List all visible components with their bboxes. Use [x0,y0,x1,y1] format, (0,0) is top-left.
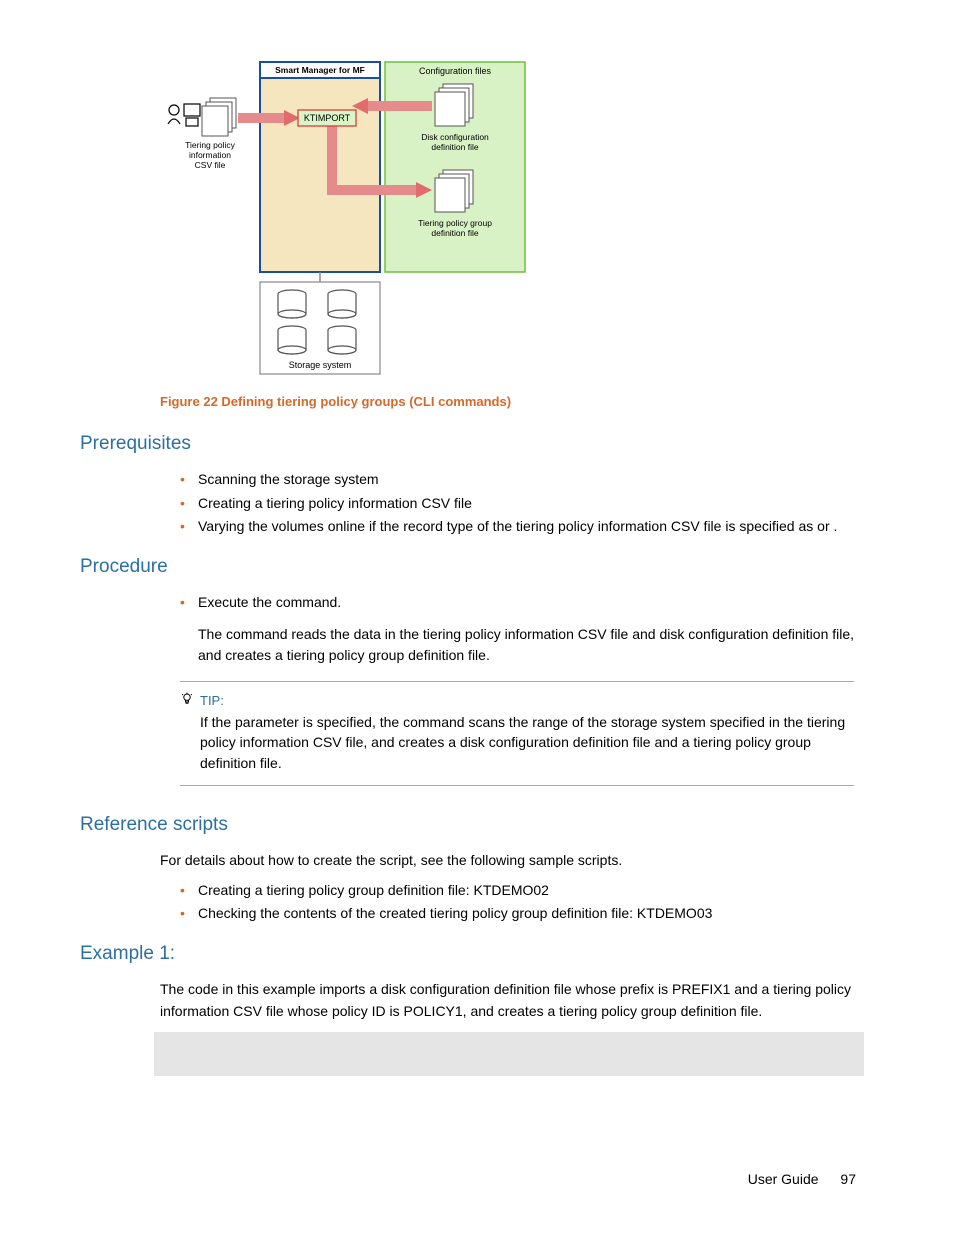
lightbulb-icon [180,692,194,708]
footer-label: User Guide [748,1171,819,1187]
svg-text:Smart Manager for MF: Smart Manager for MF [275,65,365,75]
diagram-figure: Smart Manager for MF Configuration files… [160,50,864,380]
heading-example1: Example 1: [80,943,864,965]
reference-list: Creating a tiering policy group definiti… [180,880,864,925]
figure-text: Defining tiering policy groups (CLI comm… [221,394,511,409]
tip-text: If the parameter is specified, the comma… [200,712,854,773]
heading-prerequisites: Prerequisites [80,433,864,455]
figure-caption: Figure 22 Defining tiering policy groups… [160,394,864,409]
figure-prefix: Figure 22 [160,394,218,409]
prereq-item: Creating a tiering policy information CS… [180,493,864,515]
example1-text: The code in this example imports a disk … [160,979,864,1022]
footer-page-number: 97 [840,1171,856,1187]
svg-text:KTIMPORT: KTIMPORT [304,113,351,123]
list-item-text: Execute the command. [198,594,341,610]
heading-procedure: Procedure [80,556,864,578]
page-footer: User Guide 97 [748,1171,856,1187]
list-item-text: Creating a tiering policy information CS… [198,495,472,511]
procedure-description: The command reads the data in the tierin… [198,624,864,667]
tip-label: TIP: [200,693,224,708]
svg-text:CSV file: CSV file [195,160,226,170]
svg-text:Tiering policy group: Tiering policy group [418,218,492,228]
list-item-text: Varying the volumes online if the record… [198,518,837,534]
page-container: Smart Manager for MF Configuration files… [0,0,954,1116]
svg-text:Configuration files: Configuration files [419,66,492,76]
prereq-item: Scanning the storage system [180,469,864,491]
svg-text:definition file: definition file [431,228,479,238]
list-item-text: Checking the contents of the created tie… [198,905,712,921]
reference-item: Creating a tiering policy group definiti… [180,880,864,902]
svg-text:Tiering policy: Tiering policy [185,140,236,150]
list-item-text: Scanning the storage system [198,471,379,487]
svg-text:Disk configuration: Disk configuration [421,132,489,142]
procedure-item: Execute the command. [180,592,864,614]
tip-box: TIP: If the parameter is specified, the … [180,681,854,786]
tip-header: TIP: [180,692,854,708]
procedure-list: Execute the command. [180,592,864,614]
diagram-svg: Smart Manager for MF Configuration files… [160,50,530,380]
prerequisites-list: Scanning the storage system Creating a t… [180,469,864,538]
reference-intro: For details about how to create the scri… [160,850,864,872]
code-block-placeholder [154,1032,864,1076]
svg-text:definition file: definition file [431,142,479,152]
svg-text:Storage system: Storage system [289,360,352,370]
list-item-text: Creating a tiering policy group definiti… [198,882,549,898]
reference-item: Checking the contents of the created tie… [180,903,864,925]
svg-text:information: information [189,150,231,160]
prereq-item: Varying the volumes online if the record… [180,516,864,538]
heading-reference: Reference scripts [80,814,864,836]
